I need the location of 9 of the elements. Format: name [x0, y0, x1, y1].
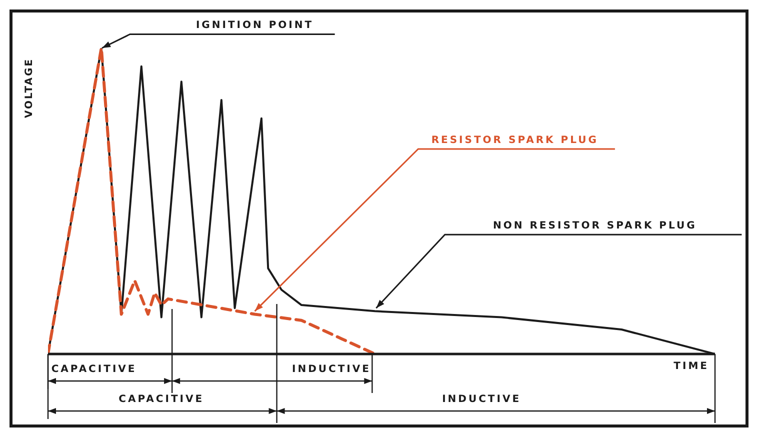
annotation: RESISTOR SPARK PLUG	[431, 134, 598, 146]
annotation: NON RESISTOR SPARK PLUG	[493, 220, 697, 232]
text: IGNITION POINT	[196, 20, 314, 32]
y-axis-title: VOLTAGE	[24, 58, 35, 118]
text: CAPACITIVE	[118, 394, 204, 405]
x-axis-title: TIME	[674, 361, 709, 372]
text: INDUCTIVE	[292, 364, 371, 375]
text: CAPACITIVE	[51, 364, 137, 375]
text: INDUCTIVE	[442, 394, 522, 405]
